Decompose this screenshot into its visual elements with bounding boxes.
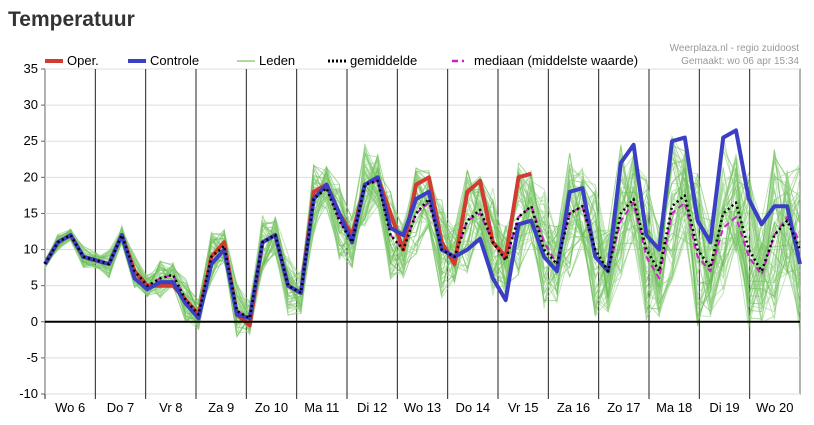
y-tick-label: -10 <box>19 386 38 401</box>
y-tick-label: 15 <box>24 205 38 220</box>
y-tick-label: 35 <box>24 61 38 76</box>
legend-label: mediaan (middelste waarde) <box>474 53 638 68</box>
member-line <box>44 162 801 321</box>
x-tick-label: Do 7 <box>107 400 134 415</box>
axes: -10 -5 0 5 10 15 20 25 30 35 Wo 6 Do 7 Vr 8 Za 9 Zo 10… <box>19 61 800 415</box>
x-tick-label: Wo 6 <box>55 400 85 415</box>
legend-label: Leden <box>259 53 295 68</box>
member-line <box>44 167 801 318</box>
x-tick-label: Vr 15 <box>508 400 539 415</box>
y-tick-label: 25 <box>24 133 38 148</box>
y-tick-label: -5 <box>26 350 38 365</box>
series-controle <box>43 128 802 321</box>
x-tick-label: Di 12 <box>357 400 387 415</box>
y-tick-label: 5 <box>31 278 38 293</box>
x-tick-label: Di 19 <box>709 400 739 415</box>
y-tick-label: 30 <box>24 97 38 112</box>
member-line <box>44 171 801 335</box>
y-tick-label: 10 <box>24 242 38 257</box>
x-tick-label: Vr 8 <box>159 400 182 415</box>
page-title: Temperatuur <box>8 8 135 31</box>
x-tick-label: Za 16 <box>557 400 590 415</box>
legend-label: Oper. <box>67 53 99 68</box>
y-tick-label: 0 <box>31 314 38 329</box>
x-tick-label: Ma 11 <box>304 400 339 415</box>
series-gemiddelde <box>43 179 802 320</box>
credit-created: Gemaakt: wo 06 apr 15:34 <box>681 56 799 67</box>
legend: Oper. Controle Leden gemiddelde mediaan (mid… <box>45 53 638 68</box>
x-tick-label: Wo 13 <box>404 400 441 415</box>
x-tick-label: Zo 17 <box>607 400 640 415</box>
x-tick-label: Wo 20 <box>756 400 793 415</box>
y-tick-label: 20 <box>24 169 38 184</box>
member-line <box>44 154 801 334</box>
x-tick-label: Zo 10 <box>255 400 288 415</box>
legend-label: gemiddelde <box>350 53 417 68</box>
legend-label: Controle <box>150 53 199 68</box>
x-tick-label: Za 9 <box>208 400 234 415</box>
series-mediaan <box>44 179 801 320</box>
credit-source: Weerplaza.nl - regio zuidoost <box>670 43 800 54</box>
x-tick-label: Do 14 <box>455 400 490 415</box>
member-line <box>44 165 801 322</box>
member-line <box>44 160 801 322</box>
x-tick-label: Ma 18 <box>656 400 692 415</box>
series-lines <box>43 128 802 328</box>
